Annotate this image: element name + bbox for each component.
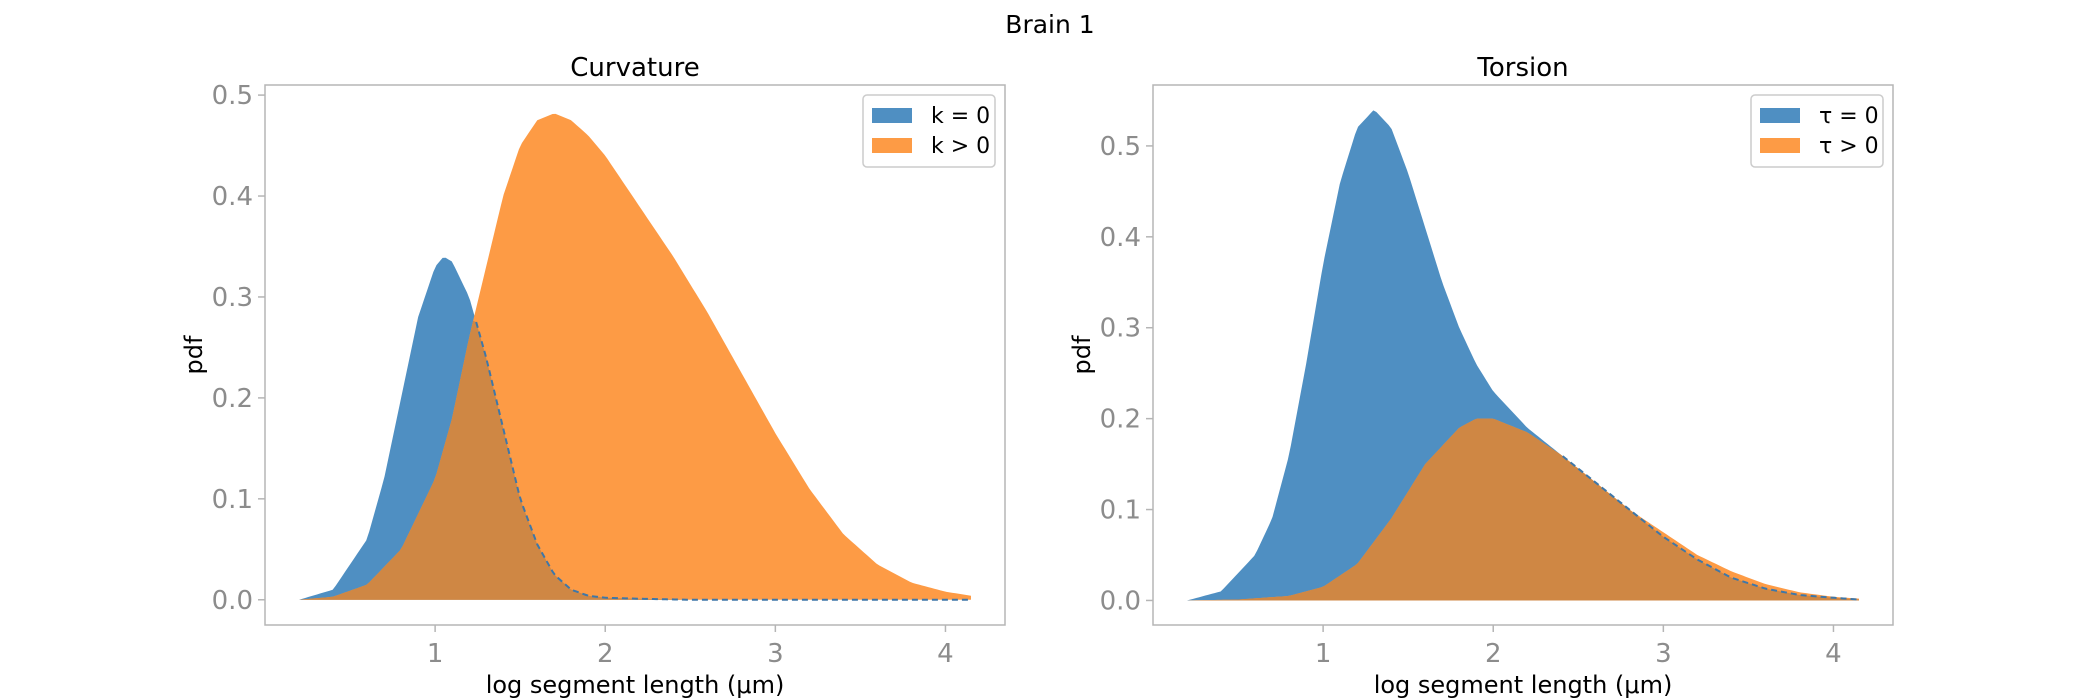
- torsion-panel: Torsion 1 2 3 4 0.0 0.1 0.2 0.3 0.4 0.5 log segment…: [1068, 53, 1894, 699]
- curvature-y-tick-label: 0.1: [212, 485, 253, 515]
- figure-suptitle: Brain 1: [1005, 10, 1094, 39]
- curvature-y-tick-label: 0.5: [212, 81, 253, 111]
- curvature-y-tick-label: 0.3: [212, 283, 253, 313]
- curvature-x-axis-label: log segment length (μm): [486, 671, 785, 699]
- curvature-x-tick-label: 1: [427, 639, 444, 669]
- torsion-x-tick-label: 4: [1825, 639, 1842, 669]
- torsion-y-axis-label: pdf: [1068, 335, 1096, 374]
- torsion-y-tick-label: 0.4: [1100, 223, 1141, 253]
- torsion-y-tick-label: 0.0: [1100, 586, 1141, 616]
- curvature-legend-label-orange: k > 0: [931, 134, 990, 159]
- torsion-legend-label-orange: τ > 0: [1819, 134, 1879, 159]
- torsion-title: Torsion: [1476, 53, 1568, 83]
- torsion-y-tick-label: 0.2: [1100, 405, 1141, 435]
- curvature-x-tick-label: 4: [937, 639, 954, 669]
- torsion-legend: τ = 0 τ > 0: [1750, 94, 1884, 168]
- curvature-axes-frame: [264, 84, 1006, 626]
- curvature-overlap-area: [299, 320, 971, 600]
- torsion-y-tick-label: 0.1: [1100, 496, 1141, 526]
- curvature-y-tick-label: 0.0: [212, 586, 253, 616]
- torsion-axes-frame: [1152, 84, 1894, 626]
- curvature-legend: k = 0 k > 0: [862, 94, 996, 168]
- torsion-series-blue-area: [1187, 110, 1859, 601]
- curvature-x-tick-label: 3: [767, 639, 784, 669]
- curvature-blue-dashed-boundary-0: [475, 321, 971, 601]
- torsion-blue-dashed-boundary-0: [1562, 455, 1860, 601]
- torsion-legend-label-blue: τ = 0: [1819, 104, 1879, 129]
- curvature-y-axis-label: pdf: [180, 335, 208, 374]
- torsion-x-tick-label: 1: [1315, 639, 1332, 669]
- curvature-panel: Curvature 1 2 3 4 0.0 0.1 0.2 0.3 0.4 0.5 log segme…: [180, 53, 1006, 699]
- curvature-legend-swatch-blue: [872, 108, 912, 123]
- curvature-title: Curvature: [570, 53, 699, 83]
- torsion-y-tick-label: 0.5: [1100, 132, 1141, 162]
- curvature-x-tick-label: 2: [597, 639, 614, 669]
- torsion-x-axis-label: log segment length (μm): [1374, 671, 1673, 699]
- curvature-y-tick-label: 0.2: [212, 384, 253, 414]
- curvature-y-tick-label: 0.4: [212, 182, 253, 212]
- torsion-legend-swatch-orange: [1760, 138, 1800, 153]
- torsion-legend-swatch-blue: [1760, 108, 1800, 123]
- torsion-y-tick-label: 0.3: [1100, 314, 1141, 344]
- torsion-overlap-area: [1187, 418, 1859, 601]
- torsion-x-tick-label: 3: [1655, 639, 1672, 669]
- curvature-legend-swatch-orange: [872, 138, 912, 153]
- torsion-x-tick-label: 2: [1485, 639, 1502, 669]
- curvature-legend-label-blue: k = 0: [931, 104, 990, 129]
